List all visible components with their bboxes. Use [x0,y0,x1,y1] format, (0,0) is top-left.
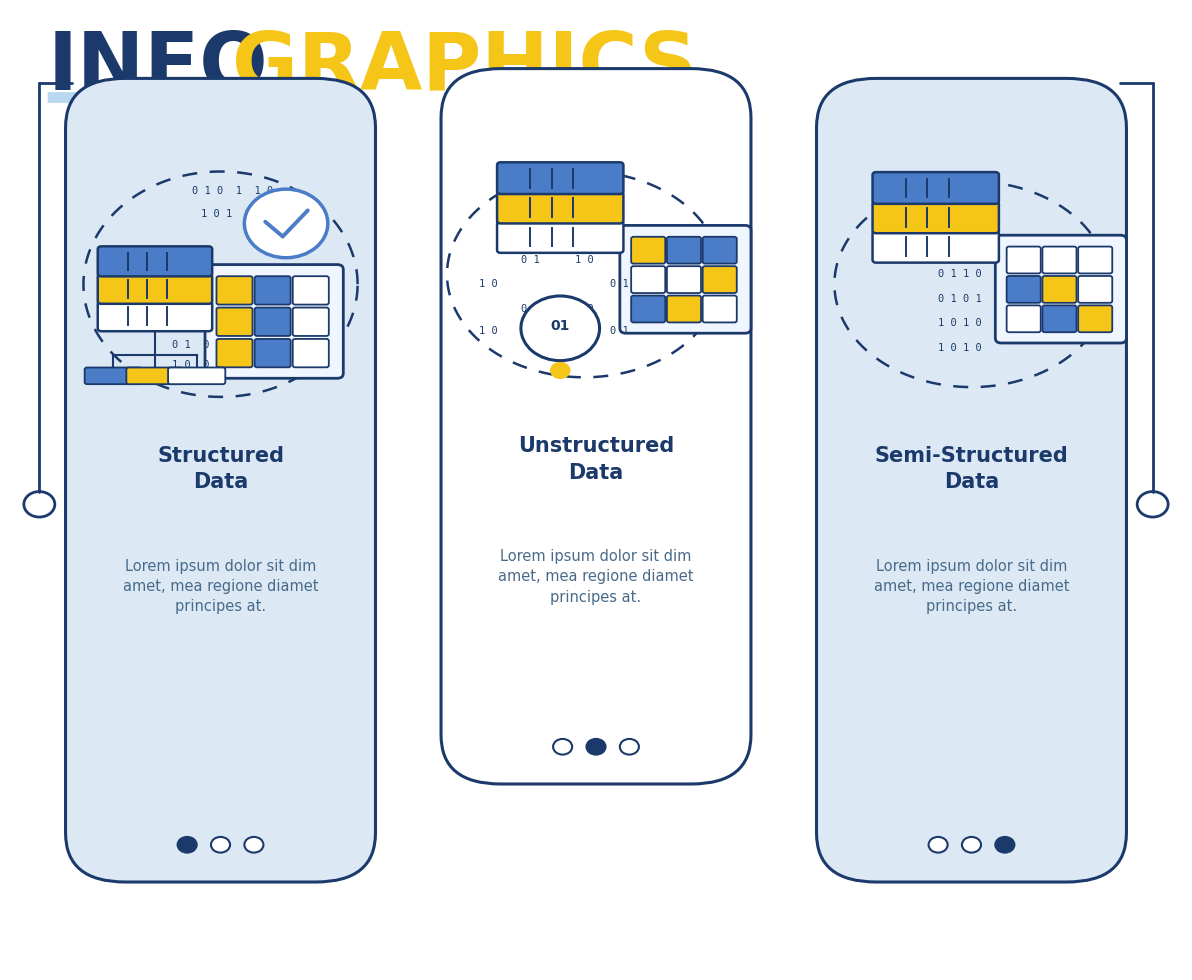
Circle shape [244,189,328,258]
FancyBboxPatch shape [98,273,212,304]
Circle shape [178,837,197,853]
Text: GRAPHICS: GRAPHICS [232,29,697,108]
Text: Lorem ipsum dolor sit dim
amet, mea regione diamet
principes at.: Lorem ipsum dolor sit dim amet, mea regi… [874,559,1069,614]
FancyBboxPatch shape [1042,306,1076,332]
FancyBboxPatch shape [98,301,212,331]
Circle shape [553,739,572,755]
FancyBboxPatch shape [1078,247,1112,273]
Circle shape [962,837,981,853]
FancyBboxPatch shape [631,237,665,264]
Circle shape [521,296,600,361]
Text: 1 0: 1 0 [575,304,594,314]
Circle shape [244,837,263,853]
Circle shape [211,837,230,853]
Text: 1 0: 1 0 [479,279,498,289]
FancyBboxPatch shape [1042,247,1076,273]
Text: INFO: INFO [48,29,268,108]
FancyBboxPatch shape [255,276,291,305]
Circle shape [929,837,948,853]
FancyBboxPatch shape [1078,276,1112,303]
FancyBboxPatch shape [817,78,1126,882]
Text: Lorem ipsum dolor sit dim
amet, mea regione diamet
principes at.: Lorem ipsum dolor sit dim amet, mea regi… [123,559,318,614]
Text: 01: 01 [551,319,570,333]
Text: 0 1: 0 1 [610,279,629,289]
Text: Semi-Structured
Data: Semi-Structured Data [875,446,1068,492]
FancyBboxPatch shape [631,267,665,293]
FancyBboxPatch shape [255,339,291,368]
FancyBboxPatch shape [255,308,291,336]
FancyBboxPatch shape [702,296,737,322]
FancyBboxPatch shape [702,267,737,293]
FancyBboxPatch shape [497,192,623,223]
Text: Lorem ipsum dolor sit dim
amet, mea regione diamet
principes at.: Lorem ipsum dolor sit dim amet, mea regi… [498,549,694,605]
Text: 0 1  0 1: 0 1 0 1 [172,340,222,350]
FancyBboxPatch shape [620,225,751,333]
FancyBboxPatch shape [702,237,737,264]
FancyBboxPatch shape [168,368,225,384]
FancyBboxPatch shape [48,92,274,103]
FancyBboxPatch shape [497,163,623,194]
Text: 0 1 1 0: 0 1 1 0 [938,270,981,279]
Text: Structured
Data: Structured Data [157,446,284,492]
FancyBboxPatch shape [1006,306,1041,332]
FancyBboxPatch shape [293,276,329,305]
Circle shape [620,739,639,755]
FancyBboxPatch shape [217,339,253,368]
FancyBboxPatch shape [666,237,701,264]
Text: 0 1: 0 1 [521,304,540,314]
FancyBboxPatch shape [441,69,751,784]
FancyBboxPatch shape [98,246,212,276]
FancyBboxPatch shape [85,368,142,384]
FancyBboxPatch shape [1078,306,1112,332]
Text: 0 1 0 1: 0 1 0 1 [938,294,981,304]
FancyBboxPatch shape [217,308,253,336]
Text: 1 0: 1 0 [479,326,498,336]
FancyBboxPatch shape [1006,247,1041,273]
FancyBboxPatch shape [995,235,1126,343]
Text: 1 0  0 1: 1 0 0 1 [172,360,222,369]
FancyBboxPatch shape [497,221,623,253]
FancyBboxPatch shape [293,308,329,336]
FancyBboxPatch shape [217,276,253,305]
Circle shape [995,837,1014,853]
FancyBboxPatch shape [1042,276,1076,303]
FancyBboxPatch shape [873,231,999,263]
FancyBboxPatch shape [666,267,701,293]
Text: 0 1: 0 1 [610,326,629,336]
Text: Unstructured
Data: Unstructured Data [517,436,675,482]
Circle shape [586,739,606,755]
Text: 0 1 0  1  1 0: 0 1 0 1 1 0 [192,186,273,196]
FancyBboxPatch shape [631,296,665,322]
Text: 1 0 1  0 1: 1 0 1 0 1 [201,209,263,219]
FancyBboxPatch shape [126,368,184,384]
FancyBboxPatch shape [293,339,329,368]
FancyBboxPatch shape [666,296,701,322]
FancyBboxPatch shape [1006,276,1041,303]
Circle shape [551,363,570,378]
FancyBboxPatch shape [873,172,999,204]
Text: 1 0: 1 0 [575,255,594,265]
Text: 1 0 1 0: 1 0 1 0 [938,318,981,328]
Text: 0 1: 0 1 [521,255,540,265]
Text: 1 0 1 0: 1 0 1 0 [938,343,981,353]
FancyBboxPatch shape [205,265,343,378]
FancyBboxPatch shape [66,78,375,882]
FancyBboxPatch shape [873,202,999,233]
